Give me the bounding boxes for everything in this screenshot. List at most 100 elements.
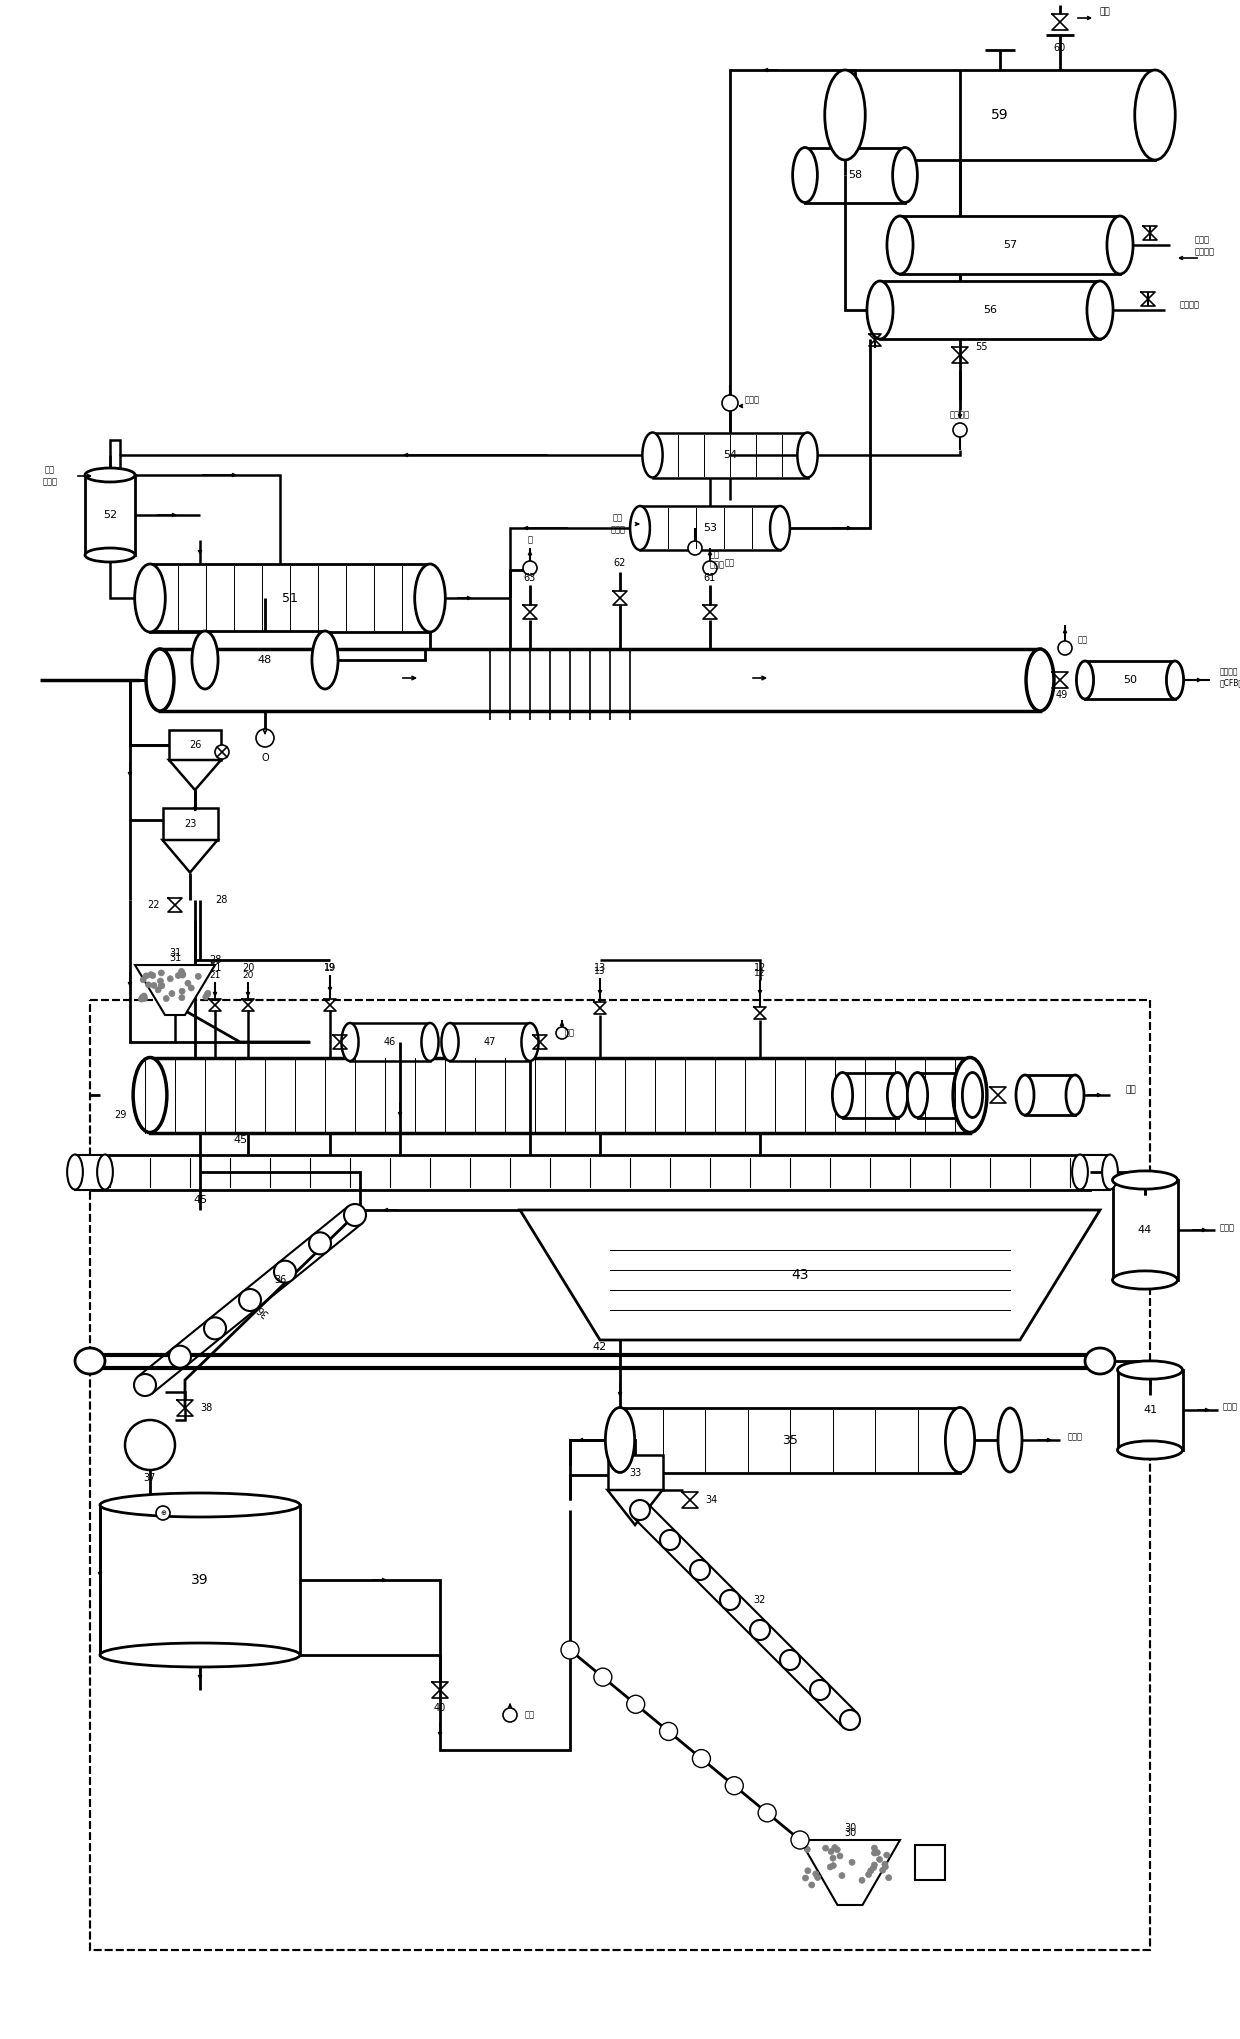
Text: 21: 21: [210, 971, 221, 979]
Ellipse shape: [825, 69, 866, 159]
Ellipse shape: [97, 1154, 113, 1189]
Text: 32: 32: [754, 1594, 766, 1605]
Text: 50: 50: [1123, 675, 1137, 685]
Ellipse shape: [1066, 1075, 1084, 1115]
Text: 52: 52: [103, 510, 117, 520]
Text: 氮气: 氮气: [565, 1028, 575, 1038]
Text: 12: 12: [754, 962, 766, 973]
Circle shape: [954, 422, 967, 436]
Bar: [1025, 1075, 1075, 1115]
Text: 61: 61: [704, 573, 717, 583]
Polygon shape: [162, 840, 217, 873]
Bar: [160, 648, 1040, 712]
Circle shape: [872, 1845, 878, 1851]
Circle shape: [594, 1668, 611, 1686]
Circle shape: [205, 991, 211, 997]
Text: 12: 12: [754, 969, 765, 977]
Ellipse shape: [908, 1073, 928, 1117]
Ellipse shape: [954, 1058, 987, 1132]
Circle shape: [185, 981, 191, 987]
Circle shape: [179, 969, 185, 975]
Ellipse shape: [312, 630, 339, 689]
Text: ⊕: ⊕: [160, 1511, 166, 1517]
Ellipse shape: [1025, 648, 1054, 712]
Text: 56: 56: [983, 306, 997, 314]
Text: 47: 47: [484, 1038, 496, 1046]
Circle shape: [205, 1317, 226, 1340]
Text: 28: 28: [208, 954, 221, 964]
Circle shape: [143, 973, 149, 979]
Circle shape: [630, 1501, 650, 1519]
Circle shape: [155, 987, 161, 993]
Circle shape: [870, 1866, 877, 1870]
Text: 35: 35: [782, 1433, 797, 1446]
Text: 60: 60: [1054, 43, 1066, 53]
Text: 送洗涤塔: 送洗涤塔: [1195, 247, 1215, 257]
Circle shape: [692, 1749, 711, 1768]
Circle shape: [885, 1874, 892, 1880]
Ellipse shape: [1135, 69, 1176, 159]
Circle shape: [205, 991, 211, 997]
Circle shape: [343, 1203, 366, 1225]
Circle shape: [725, 1776, 743, 1794]
Circle shape: [866, 1872, 872, 1878]
Circle shape: [274, 1260, 296, 1283]
Circle shape: [812, 1872, 818, 1876]
Circle shape: [884, 1851, 889, 1858]
Circle shape: [1058, 640, 1073, 655]
Circle shape: [175, 973, 181, 979]
Text: 13: 13: [594, 962, 606, 973]
Circle shape: [822, 1845, 828, 1851]
Ellipse shape: [642, 432, 662, 477]
Ellipse shape: [998, 1409, 1022, 1472]
Ellipse shape: [888, 1073, 908, 1117]
Text: 26: 26: [188, 740, 201, 750]
Text: 水蒸气: 水蒸气: [610, 526, 625, 534]
Circle shape: [159, 983, 164, 989]
Circle shape: [309, 1232, 331, 1254]
Ellipse shape: [945, 1407, 975, 1472]
Ellipse shape: [797, 432, 817, 477]
Ellipse shape: [1087, 281, 1114, 338]
Circle shape: [215, 744, 229, 759]
Circle shape: [828, 1849, 835, 1855]
Text: 59: 59: [991, 108, 1009, 122]
Circle shape: [832, 1845, 838, 1851]
Bar: [450, 1024, 529, 1060]
Text: 46: 46: [384, 1038, 396, 1046]
Ellipse shape: [887, 216, 913, 273]
Circle shape: [157, 979, 164, 985]
Text: 水蒸气: 水蒸气: [42, 477, 57, 487]
Text: 36: 36: [274, 1274, 286, 1285]
Bar: [805, 147, 905, 202]
Circle shape: [872, 1862, 878, 1868]
Text: 44: 44: [1138, 1225, 1152, 1236]
Circle shape: [805, 1847, 810, 1851]
Bar: [915, 1845, 945, 1880]
Bar: [620, 1407, 960, 1472]
Bar: [1080, 1154, 1110, 1189]
Text: 空气: 空气: [725, 559, 735, 567]
Text: 氮: 氮: [527, 536, 532, 544]
Circle shape: [810, 1680, 830, 1701]
Text: 48: 48: [258, 655, 272, 665]
Circle shape: [145, 983, 151, 987]
Bar: [842, 1073, 898, 1117]
Ellipse shape: [1107, 216, 1133, 273]
Text: 热蒸气: 热蒸气: [1220, 1223, 1235, 1232]
Circle shape: [660, 1723, 677, 1741]
Circle shape: [805, 1868, 811, 1874]
Text: 45: 45: [233, 1136, 247, 1146]
Text: 软化水: 软化水: [745, 396, 760, 404]
Text: 循环: 循环: [45, 465, 55, 475]
Circle shape: [159, 983, 165, 989]
Bar: [880, 281, 1100, 338]
Text: 循环补水: 循环补水: [950, 410, 970, 420]
Circle shape: [758, 1805, 776, 1823]
Ellipse shape: [1112, 1170, 1178, 1189]
Ellipse shape: [832, 1073, 853, 1117]
Polygon shape: [608, 1491, 662, 1525]
Text: 30: 30: [844, 1823, 856, 1833]
Ellipse shape: [1102, 1154, 1118, 1189]
Text: 41: 41: [1143, 1405, 1157, 1415]
